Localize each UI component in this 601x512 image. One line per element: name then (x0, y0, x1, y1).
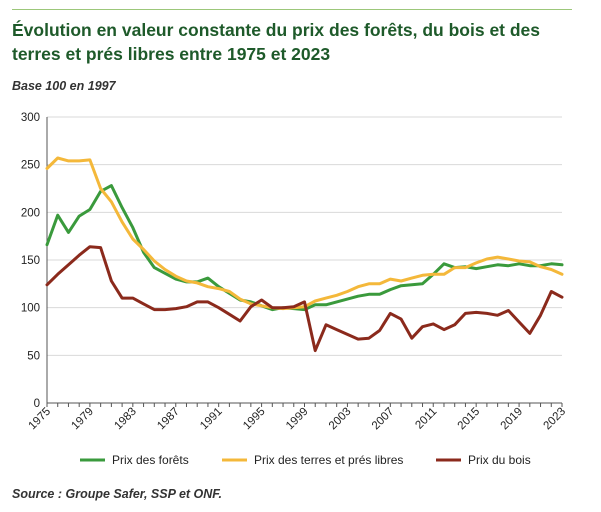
x-tick-label: 1975 (27, 406, 54, 433)
series-lines (45, 156, 564, 353)
y-tick-label: 200 (21, 207, 40, 219)
x-tick-label: 2007 (370, 406, 397, 433)
source-note: Source : Groupe Safer, SSP et ONF. (12, 487, 223, 501)
x-tick-label: 2011 (413, 406, 439, 432)
x-tick-label: 1979 (69, 406, 96, 433)
y-tick-label: 250 (21, 160, 40, 172)
legend: Prix des forêts Prix des terres et prés l… (80, 453, 531, 467)
x-tick-label: 2023 (542, 406, 569, 433)
x-tick-label: 1991 (198, 406, 225, 433)
x-tick-label: 2019 (499, 406, 526, 433)
y-tick-label: 150 (21, 255, 40, 267)
legend-label: Prix du bois (468, 453, 531, 467)
legend-label: Prix des forêts (112, 453, 189, 467)
x-tick-label: 1999 (284, 406, 311, 433)
series-line-2 (45, 245, 564, 353)
x-tick-label: 1995 (241, 406, 268, 433)
y-tick-label: 50 (27, 350, 40, 362)
top-rule (12, 9, 572, 10)
legend-label: Prix des terres et prés libres (254, 453, 403, 467)
y-tick-label: 0 (34, 398, 40, 410)
chart-title: Évolution en valeur constante du prix de… (12, 20, 541, 64)
chart-subtitle: Base 100 en 1997 (12, 79, 116, 93)
x-tick-label: 2015 (456, 406, 483, 433)
y-tick-label: 300 (21, 112, 40, 124)
x-tick-label: 1987 (155, 406, 182, 433)
axes: 0 50 100 150 200 250 300 1975 1979 1983 1987 1991 19… (21, 112, 568, 432)
x-tick-label: 1983 (112, 406, 139, 433)
series-line-1 (45, 156, 564, 311)
y-tick-label: 100 (21, 303, 40, 315)
series-line-0 (45, 184, 564, 312)
x-tick-label: 2003 (327, 406, 354, 433)
